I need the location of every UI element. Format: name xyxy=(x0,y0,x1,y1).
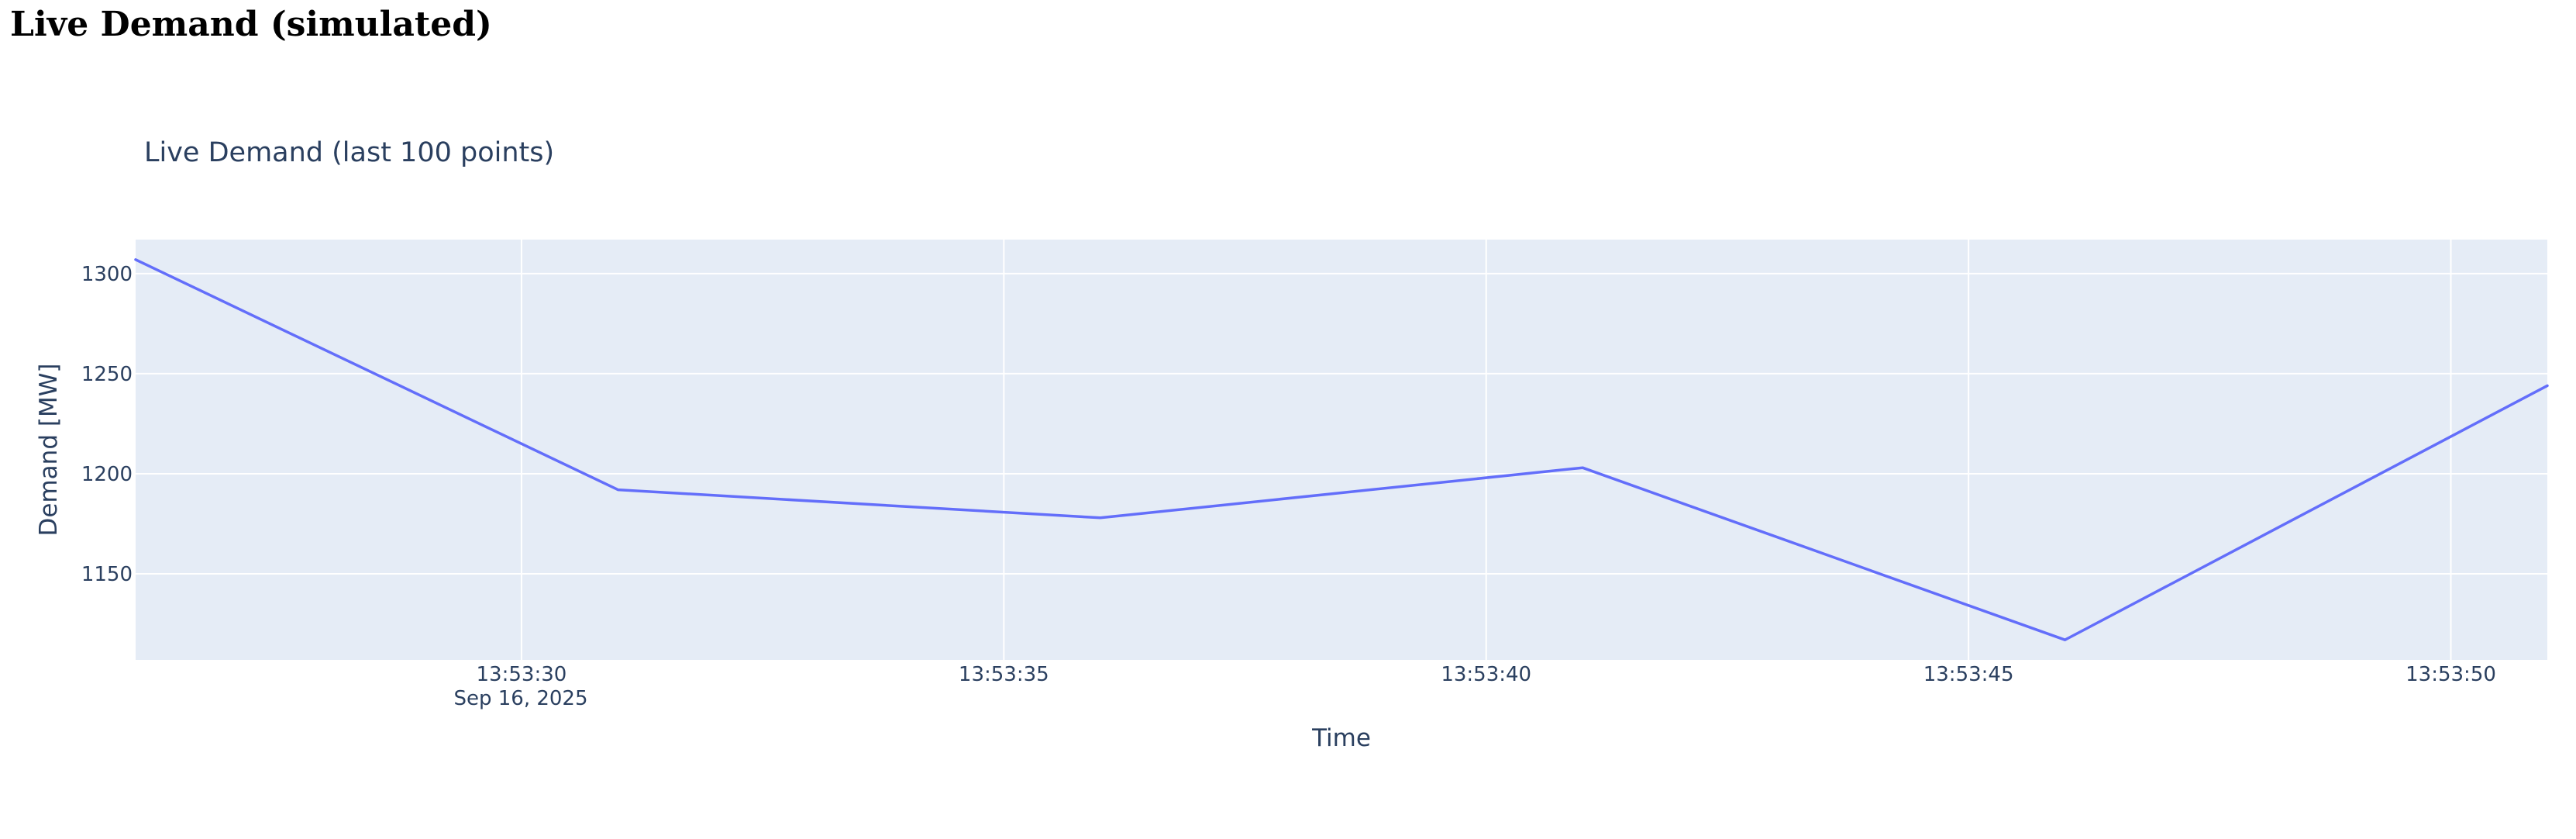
page-heading: Live Demand (simulated) xyxy=(10,5,492,44)
y-axis-title: Demand [MW] xyxy=(35,364,63,537)
x-tick-label: 13:53:50 xyxy=(2406,663,2496,686)
y-tick-label: 1200 xyxy=(81,463,133,486)
x-axis-title: Time xyxy=(1311,724,1371,752)
series-group xyxy=(134,258,2549,641)
plot-area xyxy=(136,240,2547,660)
y-tick-label: 1150 xyxy=(81,563,133,586)
x-tick-labels: 13:53:30 13:53:35 13:53:40 13:53:45 13:53:50 xyxy=(477,663,2496,686)
chart-title: Live Demand (last 100 points) xyxy=(144,137,554,168)
x-tick-label: 13:53:45 xyxy=(1923,663,2014,686)
series-line xyxy=(134,258,2549,641)
y-gridlines xyxy=(136,272,2547,575)
x-gridlines xyxy=(520,240,2452,660)
y-tick-label: 1250 xyxy=(81,363,133,386)
x-date-label: Sep 16, 2025 xyxy=(453,687,587,710)
y-tick-label: 1300 xyxy=(81,263,133,286)
x-tick-label: 13:53:30 xyxy=(477,663,567,686)
x-tick-label: 13:53:35 xyxy=(959,663,1049,686)
x-tick-label: 13:53:40 xyxy=(1441,663,1531,686)
y-tick-labels: 1150 1200 1250 1300 xyxy=(81,263,133,586)
